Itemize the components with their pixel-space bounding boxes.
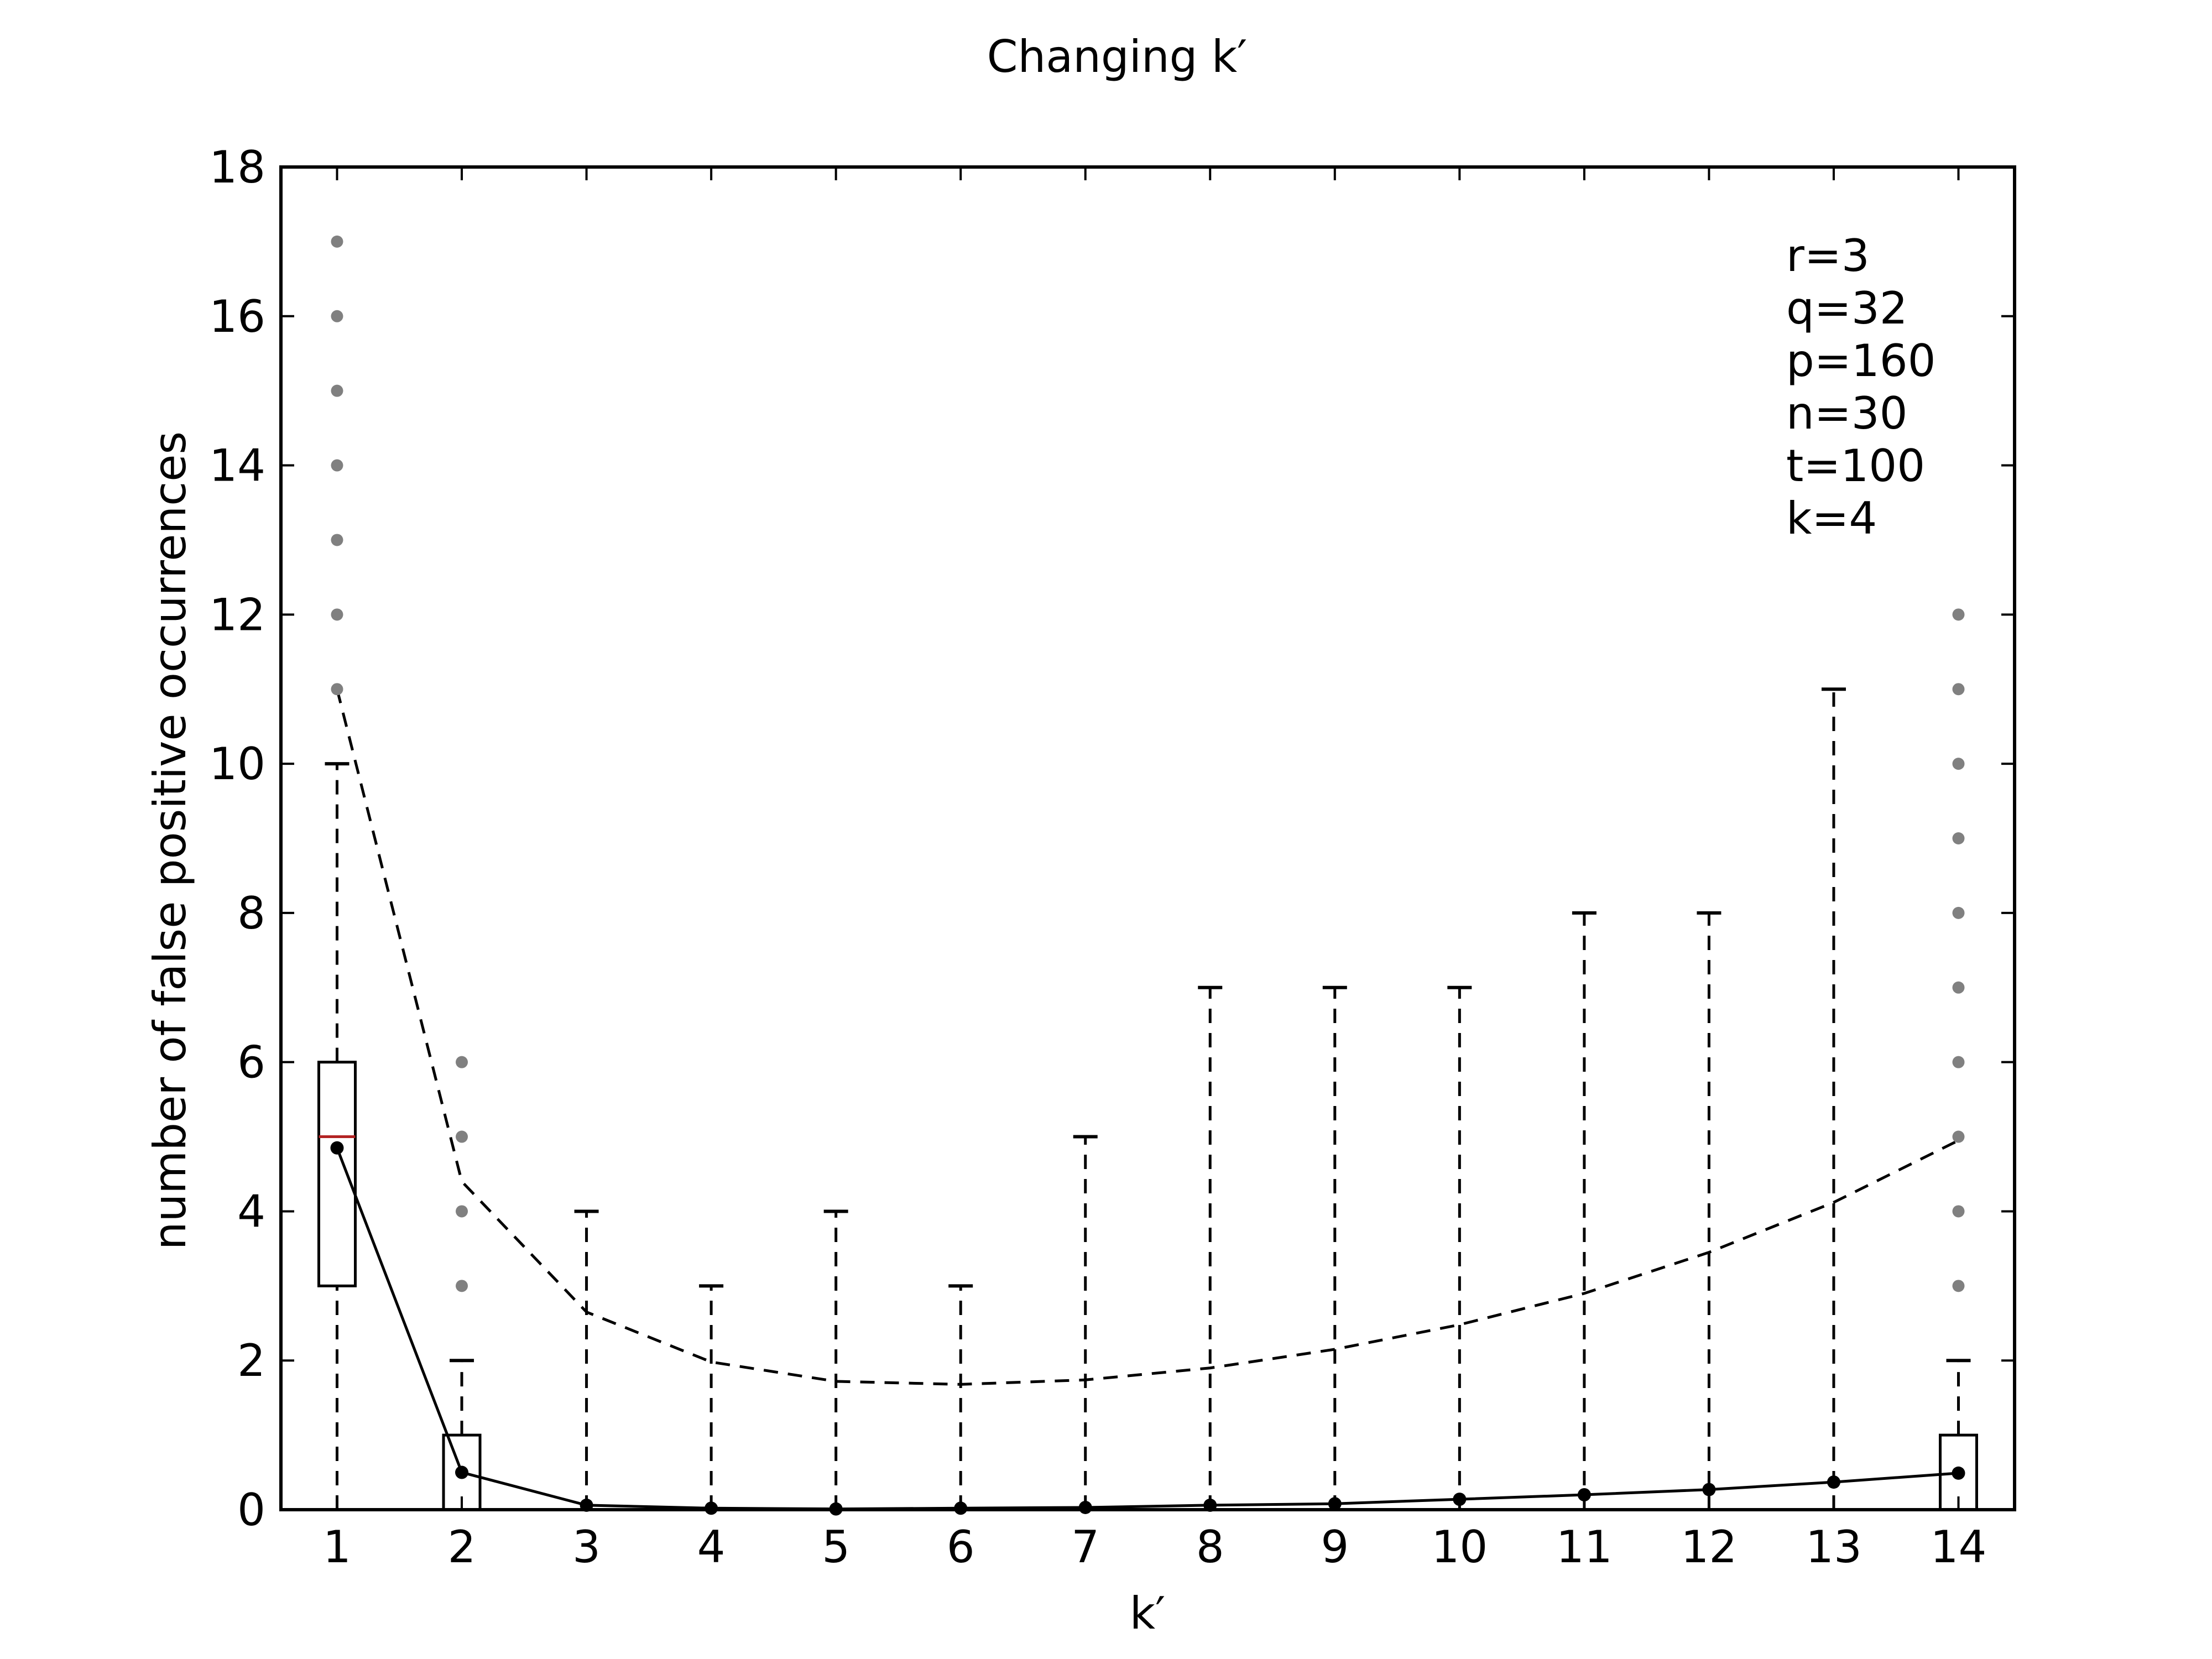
- x-tick-label: 9: [1321, 1521, 1349, 1573]
- x-tick-label: 6: [947, 1521, 975, 1573]
- outlier-point: [456, 1205, 468, 1218]
- x-tick-label: 14: [1931, 1521, 1987, 1573]
- param-line: n=30: [1786, 388, 1908, 439]
- outlier-point: [331, 608, 343, 621]
- chart-title: Changing k′: [987, 31, 1248, 82]
- params-annotation: r=3 q=32 p=160 n=30 t=100 k=4: [1786, 230, 1936, 544]
- y-tick-label: 8: [237, 888, 265, 939]
- outlier-point: [1952, 1056, 1965, 1068]
- outlier-point: [456, 1280, 468, 1292]
- y-tick-label: 14: [209, 440, 265, 492]
- solid-series-point: [1827, 1475, 1840, 1489]
- solid-line-layer: [330, 1141, 1965, 1516]
- outlier-point: [1952, 758, 1965, 770]
- x-tick-label: 10: [1431, 1521, 1488, 1573]
- x-tick-label: 4: [697, 1521, 726, 1573]
- outlier-point: [1952, 981, 1965, 994]
- solid-series-point: [1702, 1483, 1716, 1496]
- outlier-point: [456, 1130, 468, 1143]
- solid-series-point: [1577, 1488, 1591, 1502]
- y-tick-label: 10: [209, 738, 265, 790]
- y-tick-label: 0: [237, 1484, 265, 1536]
- x-tick-label: 3: [572, 1521, 601, 1573]
- y-tick-label: 4: [237, 1186, 265, 1237]
- solid-series-line: [336, 1147, 1959, 1511]
- x-tick-label: 7: [1071, 1521, 1099, 1573]
- solid-series-point: [330, 1141, 344, 1155]
- y-tick-label: 6: [237, 1037, 265, 1088]
- outlier-point: [1952, 1280, 1965, 1292]
- param-line: t=100: [1786, 440, 1925, 492]
- solid-series-point: [455, 1465, 469, 1479]
- y-tick-label: 12: [209, 589, 265, 640]
- param-line: q=32: [1786, 283, 1908, 334]
- x-tick-label: 12: [1681, 1521, 1738, 1573]
- y-axis-label: number of false positive occurrences: [144, 431, 196, 1250]
- outlier-point: [331, 534, 343, 546]
- plot-frame: [279, 165, 2016, 1511]
- param-line: k=4: [1786, 493, 1877, 544]
- outlier-point: [331, 235, 343, 248]
- outlier-point: [1952, 608, 1965, 621]
- outlier-point: [1952, 1205, 1965, 1218]
- outlier-point: [331, 310, 343, 322]
- outlier-point: [456, 1056, 468, 1068]
- param-line: r=3: [1786, 230, 1870, 281]
- y-tick-label: 18: [209, 142, 265, 193]
- outlier-point: [331, 459, 343, 472]
- dashed-series-line: [336, 688, 1959, 1386]
- param-line: p=160: [1786, 335, 1936, 387]
- x-tick-label: 11: [1556, 1521, 1613, 1573]
- outlier-point: [1952, 906, 1965, 919]
- outlier-point: [1952, 1130, 1965, 1143]
- x-tick-label: 8: [1196, 1521, 1224, 1573]
- x-tick-label: 5: [822, 1521, 850, 1573]
- x-tick-label: 1: [323, 1521, 351, 1573]
- x-tick-label: 2: [448, 1521, 476, 1573]
- x-tick-label: 13: [1806, 1521, 1862, 1573]
- solid-series-point: [1952, 1466, 1965, 1480]
- outlier-point: [331, 384, 343, 397]
- boxplot-layer: [317, 235, 1979, 1511]
- dashed-curve-layer: [336, 688, 1959, 1386]
- outlier-point: [1952, 832, 1965, 844]
- y-tick-label: 16: [209, 291, 265, 342]
- outlier-point: [331, 683, 343, 696]
- y-tick-label: 2: [237, 1335, 265, 1386]
- box: [317, 1061, 357, 1287]
- outlier-point: [1952, 683, 1965, 696]
- x-axis-label: k′: [1130, 1588, 1166, 1639]
